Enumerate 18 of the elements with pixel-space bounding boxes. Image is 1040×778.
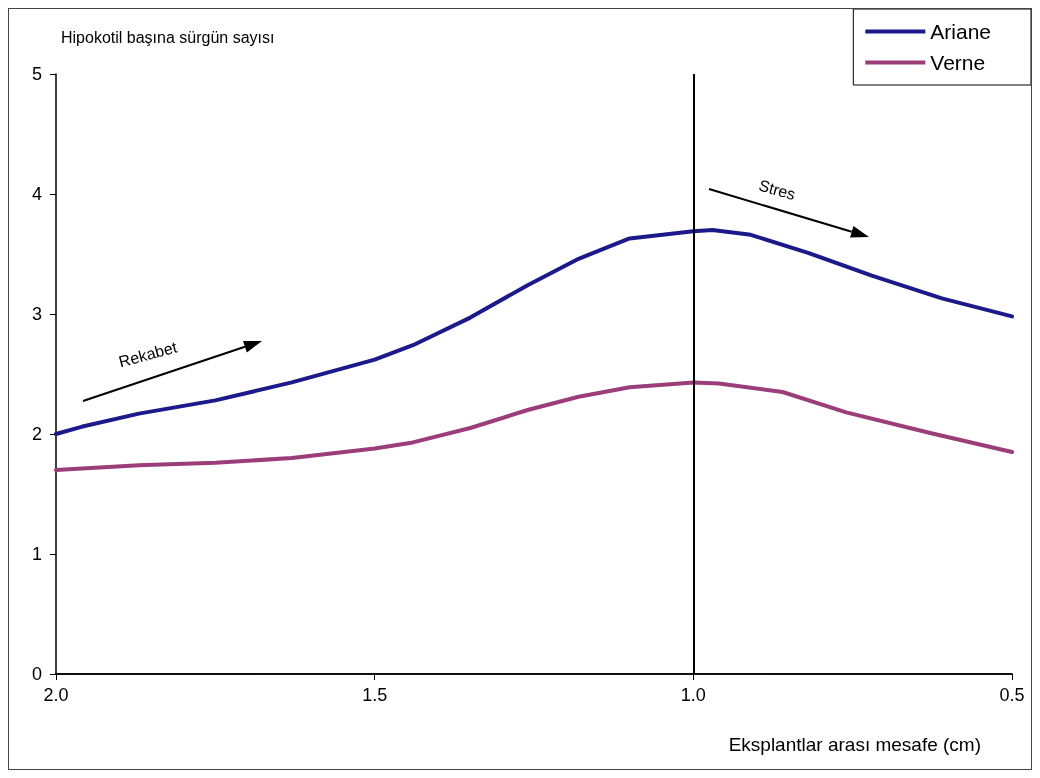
legend-label: Ariane: [930, 20, 991, 43]
annotation: Rekabet: [116, 338, 180, 371]
x-axis-title: Eksplantlar arası mesafe (cm): [728, 734, 982, 755]
x-tick-label: 2.0: [43, 685, 69, 705]
x-tick-label: 1.5: [362, 685, 388, 705]
y-tick-label: 0: [31, 664, 42, 684]
y-tick-label: 2: [31, 424, 42, 444]
y-tick-label: 4: [31, 184, 42, 204]
y-tick-label: 5: [31, 64, 42, 84]
legend-label: Verne: [930, 51, 986, 74]
annotation: Stres: [756, 176, 798, 204]
y-tick-label: 1: [31, 544, 42, 564]
y-tick-label: 3: [31, 304, 42, 324]
line-series: [54, 228, 1014, 436]
line-series: [54, 380, 1014, 472]
y-axis-title: Hipokotil başına sürgün sayısı: [61, 28, 275, 46]
x-tick-label: 0.5: [999, 685, 1025, 705]
x-tick-label: 1.0: [680, 685, 706, 705]
